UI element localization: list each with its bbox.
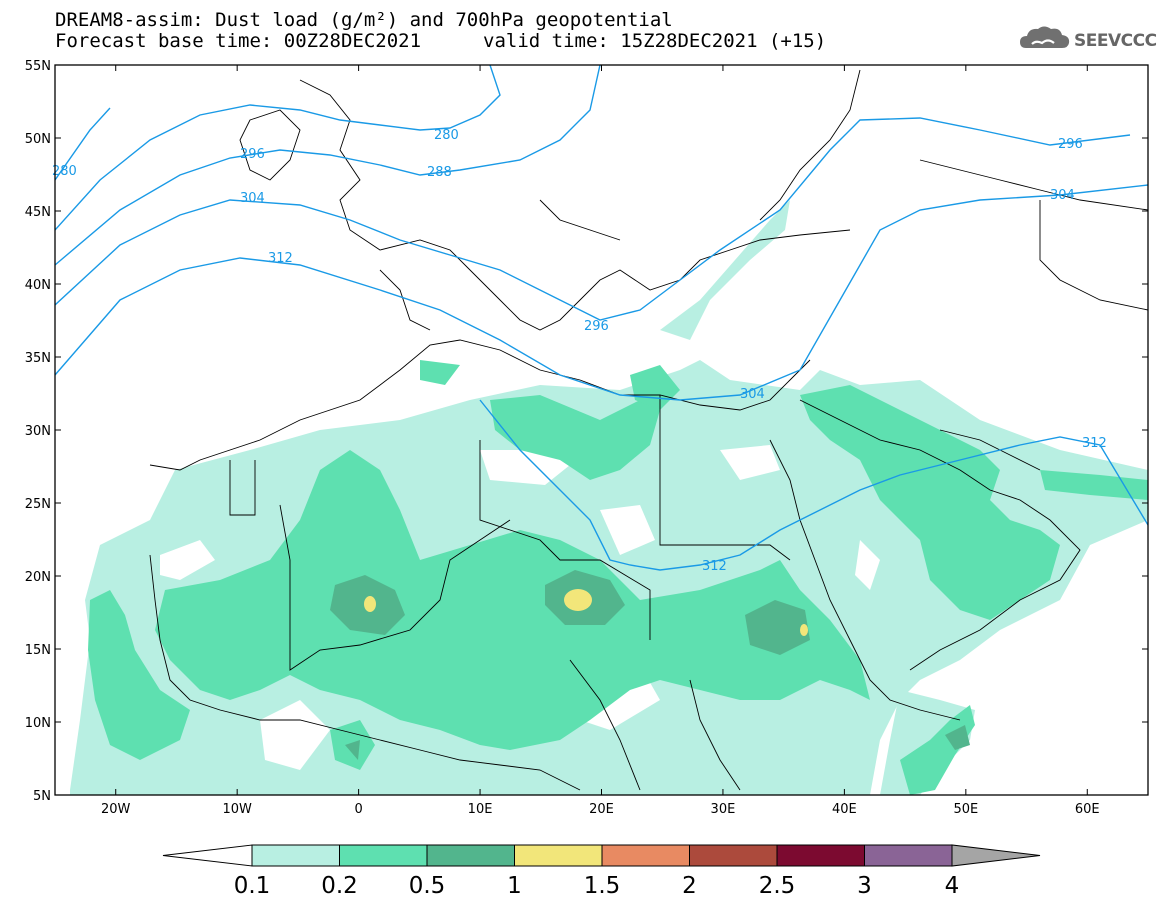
map-title: DREAM8-assim: Dust load (g/m²) and 700hP… — [55, 9, 673, 31]
map-subtitle: Forecast base time: 00Z28DEC2021 valid ti… — [55, 30, 826, 52]
lon-label: 0 — [354, 802, 362, 817]
colorbar-label: 1 — [507, 873, 522, 899]
dust-level-1 — [364, 589, 808, 636]
lon-label: 50E — [953, 802, 978, 817]
contour-label: 288 — [427, 165, 452, 180]
longitude-axis: 20W 10W 0 10E 20E 30E 40E 50E 60E — [101, 802, 1100, 817]
colorbar-swatch — [426, 844, 515, 867]
colorbar-swatch — [864, 844, 953, 867]
lon-label: 60E — [1075, 802, 1100, 817]
contour-label: 304 — [740, 387, 765, 402]
colorbar-label: 0.5 — [409, 873, 446, 899]
contour-label: 280 — [52, 164, 77, 179]
colorbar-swatch — [514, 844, 603, 867]
lon-label: 40E — [832, 802, 857, 817]
base-time: Forecast base time: 00Z28DEC2021 — [55, 30, 422, 52]
lon-label: 20W — [101, 802, 131, 817]
contour-labels: 280 288 296 304 312 296 304 312 296 304 … — [52, 128, 1107, 574]
contour-label: 304 — [1050, 188, 1075, 203]
seevccc-logo: SEEVCCC — [1018, 24, 1158, 56]
colorbar-label: 1.5 — [584, 873, 621, 899]
dust-field — [70, 200, 1148, 795]
colorbar-labels: 0.1 0.2 0.5 1 1.5 2 2.5 3 4 — [234, 873, 960, 899]
geopotential-contours — [55, 65, 1148, 571]
lat-label: 25N — [25, 497, 51, 512]
colorbar-swatch — [339, 844, 428, 867]
latitude-axis: 55N 50N 45N 40N 35N 30N 25N 20N 15N 10N 5N — [25, 59, 51, 804]
lat-label: 20N — [25, 570, 51, 585]
logo-text: SEEVCCC — [1074, 31, 1157, 51]
valid-time: valid time: 15Z28DEC2021 (+15) — [483, 30, 827, 52]
contour-label: 296 — [240, 147, 265, 162]
coastlines-borders — [149, 69, 1148, 791]
lat-label: 45N — [25, 205, 51, 220]
cloud-icon — [1020, 26, 1070, 48]
contour-label: 312 — [1082, 436, 1107, 451]
lat-label: 5N — [33, 789, 51, 804]
lon-label: 10W — [222, 802, 252, 817]
colorbar — [162, 844, 1041, 867]
colorbar-high-arrow — [951, 844, 1041, 867]
colorbar-low-arrow — [162, 844, 253, 867]
lat-label: 55N — [25, 59, 51, 74]
colorbar-label: 2 — [682, 873, 697, 899]
lon-label: 30E — [711, 802, 736, 817]
lat-label: 50N — [25, 132, 51, 147]
lon-label: 10E — [468, 802, 493, 817]
colorbar-label: 4 — [945, 873, 960, 899]
colorbar-swatch — [251, 844, 340, 867]
lat-label: 30N — [25, 424, 51, 439]
lat-label: 15N — [25, 643, 51, 658]
colorbar-label: 0.1 — [234, 873, 271, 899]
dust-level-0.2 — [88, 360, 1148, 795]
colorbar-label: 2.5 — [759, 873, 796, 899]
lat-label: 40N — [25, 278, 51, 293]
colorbar-swatch — [776, 844, 865, 867]
contour-label: 296 — [584, 319, 609, 334]
contour-label: 312 — [702, 559, 727, 574]
contour-label: 280 — [434, 128, 459, 143]
lon-label: 20E — [589, 802, 614, 817]
lat-label: 35N — [25, 351, 51, 366]
lat-label: 10N — [25, 716, 51, 731]
contour-label: 312 — [268, 251, 293, 266]
colorbar-swatch — [601, 844, 690, 867]
colorbar-label: 0.2 — [321, 873, 358, 899]
contour-label: 296 — [1058, 137, 1083, 152]
colorbar-label: 3 — [857, 873, 872, 899]
contour-label: 304 — [240, 191, 265, 206]
axis-ticks — [55, 64, 1148, 796]
colorbar-swatch — [689, 844, 778, 867]
